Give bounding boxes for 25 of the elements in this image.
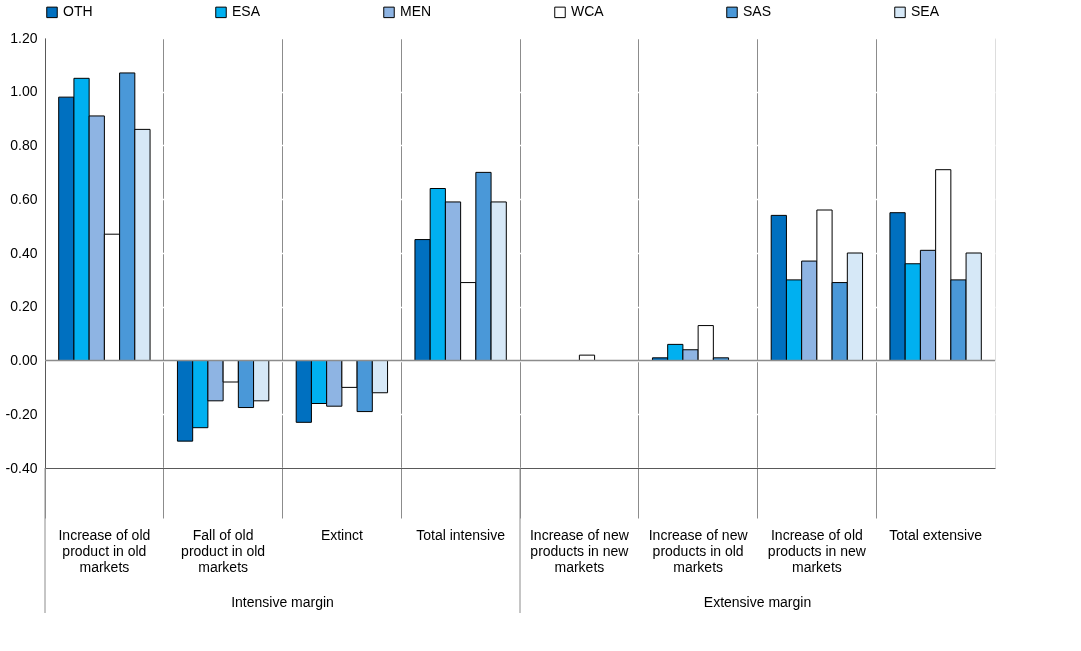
x-tick-label: Fall of old product in old markets	[181, 526, 266, 575]
legend-label: WCA	[571, 3, 605, 20]
x-tick-label: Increase of old product in old markets	[58, 526, 151, 575]
legend-label: SEA	[911, 3, 940, 20]
y-tick-label: -0.20	[5, 405, 38, 422]
y-tick-label: 1.00	[10, 83, 38, 100]
x-tick-label: Increase of old products in new markets	[767, 526, 867, 575]
y-tick-label: 0.40	[10, 244, 38, 261]
x-tick-label: Increase of new products in new markets	[529, 526, 630, 575]
y-tick-label: 0.80	[10, 137, 38, 153]
y-tick-label: -0.40	[5, 459, 38, 476]
legend-label: OTH	[63, 3, 93, 20]
text: Intensive margin	[231, 594, 334, 610]
x-tick-label: Total extensive	[889, 526, 983, 543]
legend-label: ESA	[232, 3, 261, 20]
y-tick-label: 0.20	[10, 298, 38, 315]
y-tick-label: 0.60	[10, 190, 38, 207]
text: Extensive margin	[703, 594, 812, 610]
y-tick-label: 0.00	[10, 352, 38, 368]
legend-label: SAS	[743, 3, 772, 20]
x-tick-label: Extinct	[320, 526, 363, 543]
y-tick-label: 1.20	[10, 29, 38, 46]
legend-label: MEN	[400, 3, 432, 20]
x-tick-label: Increase of new products in old markets	[648, 526, 749, 575]
x-tick-label: Total intensive	[416, 526, 506, 543]
